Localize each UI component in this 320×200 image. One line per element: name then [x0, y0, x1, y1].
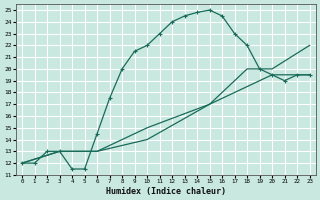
X-axis label: Humidex (Indice chaleur): Humidex (Indice chaleur) — [106, 187, 226, 196]
